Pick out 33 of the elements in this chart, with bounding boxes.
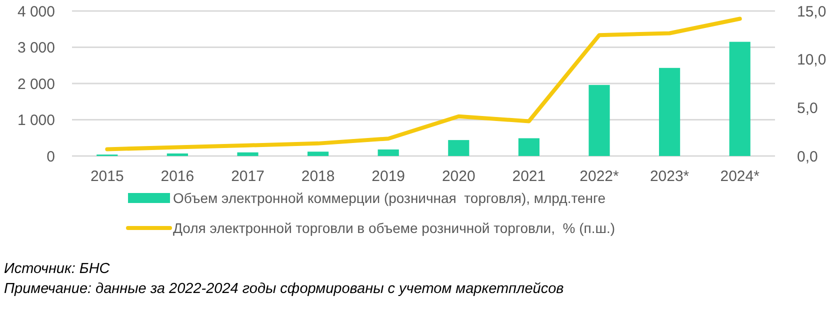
bar [166, 153, 188, 156]
y-tick-label: 3 000 [17, 40, 55, 56]
x-tick-label: 2017 [231, 168, 264, 185]
y-tick-label: 1 000 [17, 112, 55, 129]
x-tick-label: 2018 [301, 168, 335, 185]
bar [308, 152, 329, 156]
bar [588, 84, 610, 156]
bar [237, 152, 258, 156]
y2-tick-label: 5,0 [797, 100, 818, 117]
x-tick-label: 2021 [512, 168, 546, 185]
bar [378, 149, 399, 156]
bar [659, 68, 680, 156]
bar [448, 140, 470, 156]
legend-label: Доля электронной торговли в объеме розничной торговли, % (п.ш.) [173, 220, 616, 236]
x-tick-label: 2023* [650, 168, 690, 185]
y-tick-label: 0 [46, 148, 55, 166]
bar [518, 138, 540, 156]
x-tick-label: 2020 [442, 168, 476, 185]
line-series [105, 16, 742, 152]
y2-tick-label: 0,0 [797, 148, 818, 166]
x-tick-label: 2019 [372, 168, 406, 185]
y-tick-label: 4 000 [17, 3, 55, 20]
y2-tick-label: 15,0 [797, 3, 826, 20]
text: Источник: БНС [4, 261, 110, 277]
y2-tick-label: 10,0 [797, 52, 826, 69]
legend-label: Объем электронной коммерции (розничная торговля), млрд.тенге [173, 190, 606, 206]
x-tick-label: 2022* [580, 168, 620, 185]
x-tick-label: 2015 [90, 168, 124, 185]
x-tick-label: 2016 [160, 168, 194, 185]
x-tick-label: 2024* [720, 168, 760, 185]
y-tick-label: 2 000 [17, 76, 55, 93]
text: Примечание: данные за 2022-2024 годы сформированы с учетом маркетплейсов [4, 281, 564, 297]
bar [729, 42, 750, 156]
